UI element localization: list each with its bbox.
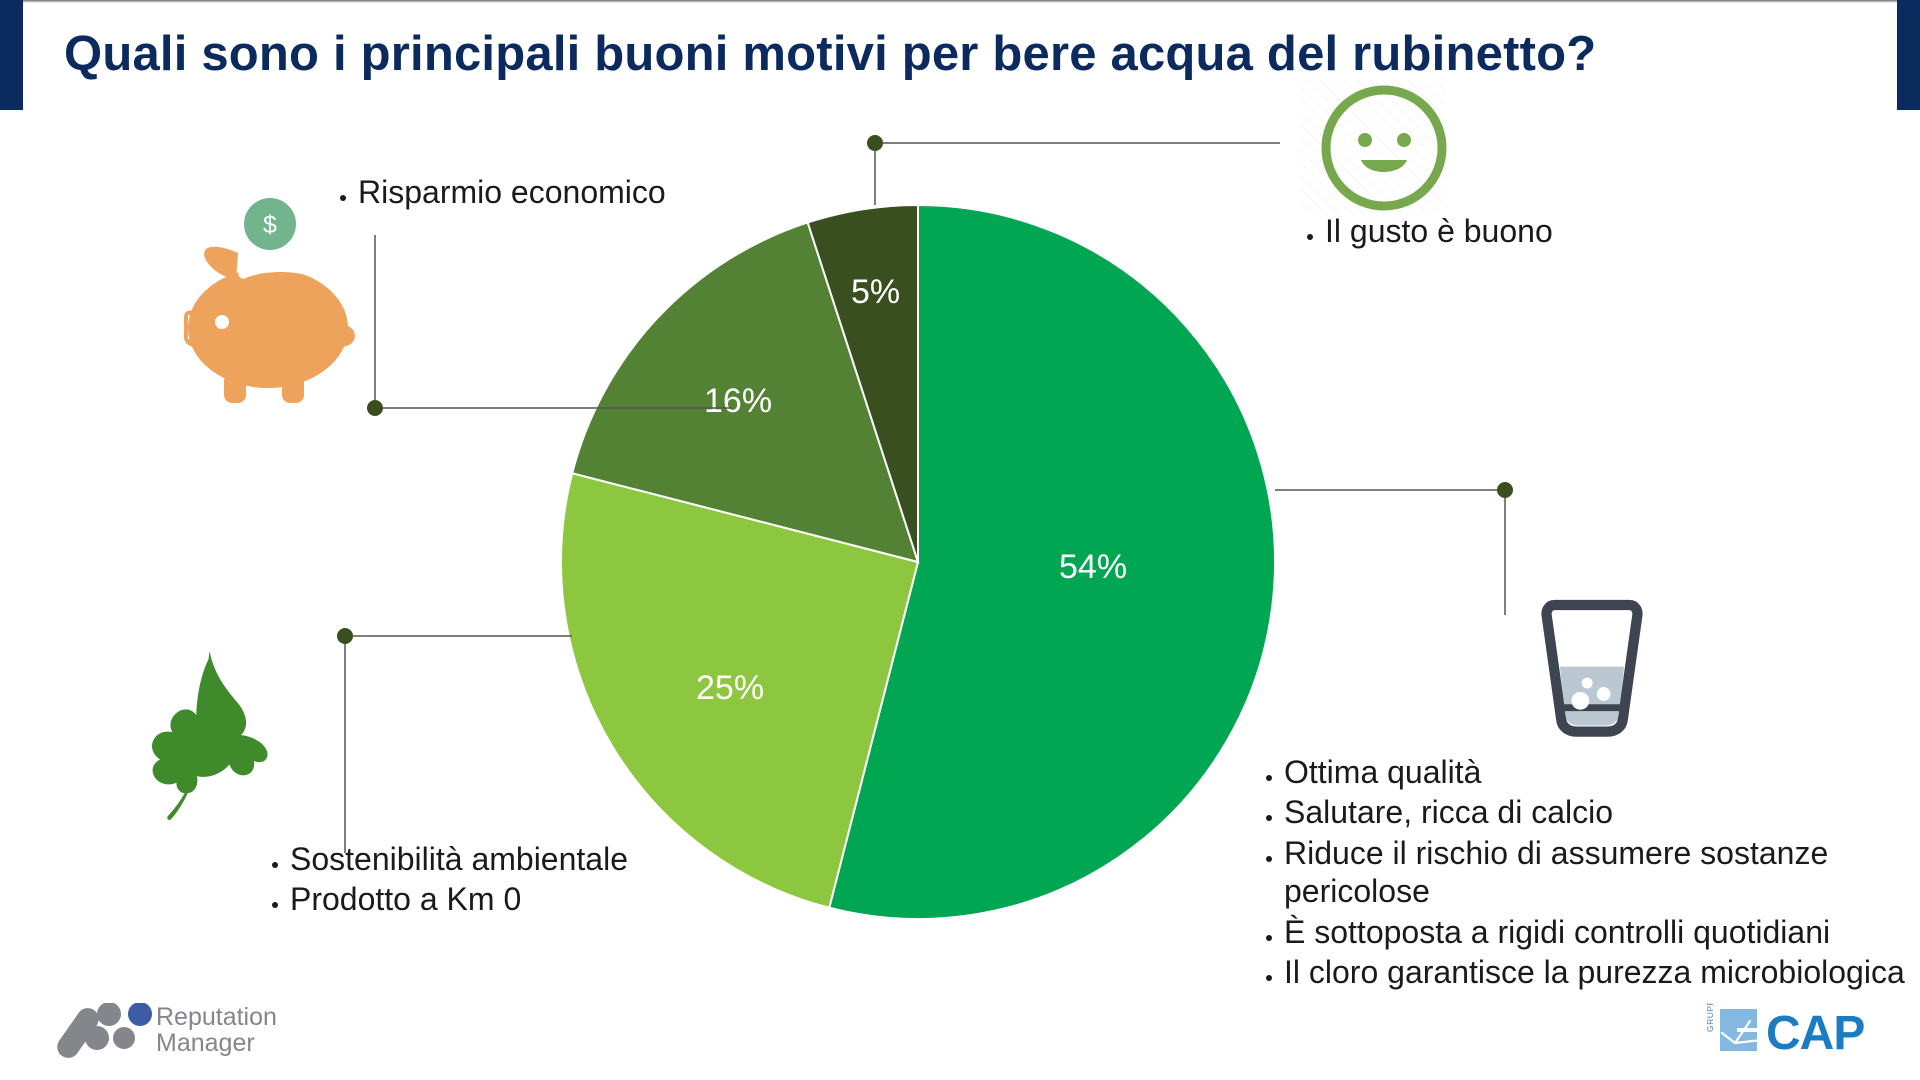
svg-text:Manager: Manager [156, 1029, 255, 1057]
svg-text:CAP: CAP [1766, 1007, 1864, 1060]
svg-text:5%: 5% [851, 273, 900, 311]
svg-text:Reputation: Reputation [156, 1003, 277, 1031]
svg-text:54%: 54% [1059, 548, 1127, 586]
svg-text:GRUPPO: GRUPPO [1705, 1003, 1715, 1032]
svg-text:$: $ [263, 211, 277, 239]
svg-text:16%: 16% [704, 382, 772, 420]
svg-text:25%: 25% [696, 669, 764, 707]
